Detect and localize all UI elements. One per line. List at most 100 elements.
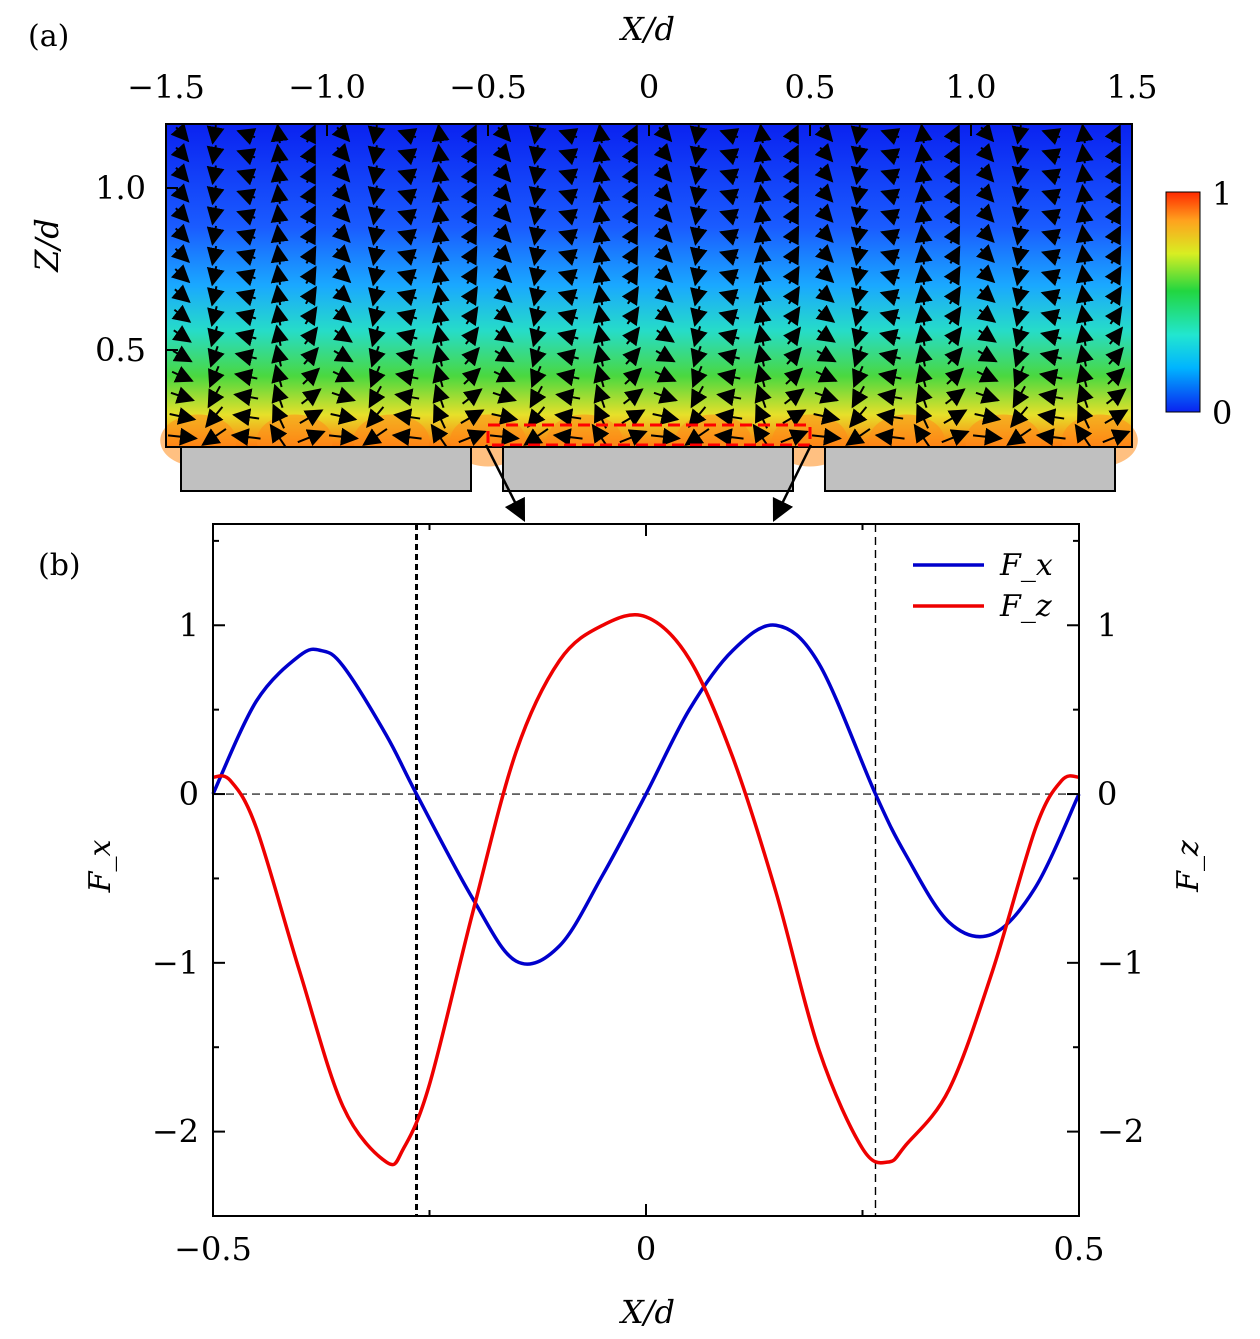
flow-arrow bbox=[1011, 205, 1030, 226]
flow-arrow bbox=[782, 225, 800, 246]
flow-arrow bbox=[690, 286, 708, 307]
flow-arrow bbox=[782, 409, 807, 427]
flow-arrow bbox=[879, 268, 900, 287]
flow-arrow bbox=[592, 183, 611, 204]
flow-arrow bbox=[943, 265, 961, 286]
flow-arrow bbox=[850, 125, 869, 145]
flow-arrow bbox=[235, 308, 257, 327]
flow-arrow bbox=[367, 265, 386, 287]
flow-arrow bbox=[206, 145, 225, 165]
flow-arrow bbox=[207, 306, 225, 328]
flow-arrow bbox=[368, 306, 386, 328]
panel-b-frame bbox=[212, 523, 1080, 1217]
y-tick-label-left: 0 bbox=[179, 775, 199, 813]
flow-arrow bbox=[431, 244, 450, 265]
flow-arrow bbox=[554, 408, 582, 427]
flow-arrow bbox=[333, 345, 354, 363]
flow-arrow bbox=[622, 367, 643, 387]
flow-arrow bbox=[914, 183, 933, 204]
flow-arrow bbox=[1075, 284, 1094, 306]
flow-arrow bbox=[814, 203, 834, 223]
flow-arrow bbox=[915, 403, 933, 429]
flow-arrow bbox=[1011, 125, 1030, 145]
flow-arrow bbox=[397, 188, 418, 206]
flow-arrow bbox=[850, 145, 869, 165]
flow-arrow bbox=[592, 143, 611, 164]
flow-arrow bbox=[814, 163, 834, 183]
y-tick-label-left: −1 bbox=[152, 944, 199, 982]
flow-arrow bbox=[845, 428, 871, 446]
flow-arrow bbox=[941, 429, 970, 447]
flow-arrow bbox=[782, 184, 799, 206]
flow-arrow bbox=[460, 265, 478, 286]
flow-arrow bbox=[557, 288, 578, 307]
flow-arrow bbox=[367, 245, 386, 267]
flow-arrow bbox=[753, 284, 772, 306]
flow-arrow bbox=[331, 122, 351, 143]
flow-arrow bbox=[851, 306, 869, 328]
flow-arrow bbox=[396, 248, 417, 266]
flow-arrow bbox=[719, 208, 740, 226]
flow-arrow bbox=[592, 284, 611, 306]
flow-arrow bbox=[879, 308, 901, 327]
flow-arrow bbox=[1040, 248, 1061, 266]
flow-arrow bbox=[976, 304, 997, 323]
flow-arrow bbox=[396, 288, 417, 307]
flow-arrow bbox=[461, 326, 480, 347]
flow-arrow bbox=[460, 285, 478, 306]
panel-a-label: (a) bbox=[28, 19, 69, 54]
flow-arrow bbox=[299, 285, 317, 306]
flow-arrow bbox=[1040, 268, 1061, 287]
flow-arrow bbox=[690, 326, 708, 348]
flow-arrow bbox=[367, 145, 386, 165]
flow-arrow bbox=[944, 326, 963, 347]
flow-arrow bbox=[171, 325, 192, 343]
flow-arrow bbox=[207, 385, 225, 409]
flow-arrow bbox=[492, 122, 512, 143]
flow-arrow bbox=[460, 184, 477, 206]
flow-arrow bbox=[814, 386, 839, 404]
flow-arrow bbox=[235, 288, 256, 307]
flow-arrow bbox=[850, 205, 869, 226]
flow-arrow bbox=[235, 248, 256, 266]
flow-arrow bbox=[976, 325, 997, 343]
flow-arrow bbox=[432, 383, 450, 408]
legend: F_x F_z bbox=[913, 548, 1053, 624]
flow-arrow bbox=[1104, 144, 1121, 165]
flow-arrow bbox=[718, 288, 739, 307]
flow-arrow bbox=[1076, 403, 1094, 429]
flow-arrow bbox=[1104, 245, 1122, 266]
flow-arrow bbox=[690, 385, 708, 409]
flow-arrow bbox=[654, 325, 675, 343]
flow-arrow bbox=[593, 363, 611, 388]
flow-arrow bbox=[715, 408, 743, 427]
panel-a-x-tick-label: −0.5 bbox=[449, 68, 527, 106]
flow-arrow bbox=[1038, 388, 1064, 407]
flow-arrow bbox=[811, 427, 842, 446]
panel-a-x-ticks bbox=[165, 124, 1133, 136]
flow-arrow bbox=[271, 344, 289, 367]
flow-arrow bbox=[493, 304, 514, 323]
flow-arrow bbox=[206, 205, 225, 226]
flow-arrow bbox=[1039, 348, 1062, 367]
flow-arrow bbox=[592, 203, 611, 225]
flow-arrow bbox=[235, 268, 256, 287]
flow-arrow bbox=[432, 403, 450, 429]
flow-arrow bbox=[391, 428, 422, 447]
flow-arrow bbox=[300, 367, 321, 387]
flow-arrow bbox=[1038, 368, 1063, 387]
flow-arrow bbox=[236, 228, 257, 246]
flow-arrow bbox=[653, 203, 673, 223]
flow-arrow bbox=[235, 328, 257, 347]
flow-arrow bbox=[689, 165, 708, 186]
flow-arrow bbox=[814, 122, 834, 143]
flow-arrow bbox=[1076, 363, 1094, 388]
flow-arrow bbox=[1041, 208, 1062, 226]
flow-arrow bbox=[719, 128, 740, 146]
flow-arrow bbox=[1075, 183, 1094, 204]
flow-arrow bbox=[461, 346, 480, 367]
flow-arrow bbox=[332, 325, 353, 343]
flow-arrow bbox=[1105, 326, 1124, 347]
flow-arrow bbox=[814, 264, 835, 284]
panel-b-label: (b) bbox=[38, 548, 81, 583]
